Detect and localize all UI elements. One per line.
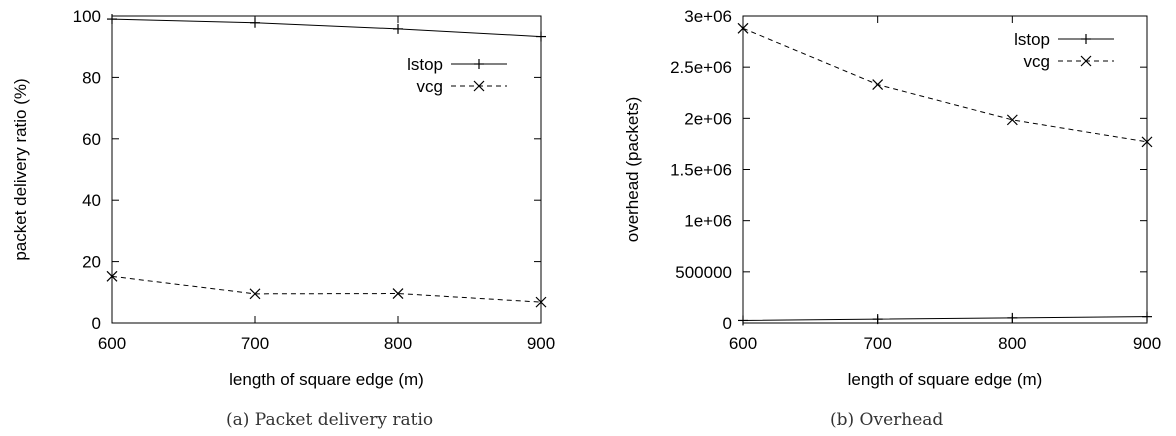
x-tick-label: 800 [384, 334, 412, 353]
y-tick-label: 0 [723, 314, 732, 333]
y-tick-label: 1.5e+06 [670, 161, 732, 180]
legend-entry-vcg: vcg [1024, 52, 1114, 71]
series-vcg [737, 22, 1153, 148]
data-point-vcg [249, 288, 261, 300]
x-tick-label: 800 [998, 334, 1026, 353]
series-lstop [107, 14, 546, 42]
legend-entry-vcg: vcg [417, 77, 507, 96]
series-line-vcg [742, 27, 1148, 143]
y-tick-label: 20 [82, 253, 101, 272]
x-tick-label: 900 [1133, 334, 1161, 353]
data-point-lstop [738, 315, 748, 326]
data-point-lstop [872, 314, 883, 325]
data-point-vcg [392, 288, 404, 299]
x-tick-label: 600 [729, 334, 757, 353]
y-axis-label: packet delivery ratio (%) [11, 78, 30, 260]
series-lstop [738, 311, 1152, 326]
data-point-vcg [1141, 136, 1153, 148]
x-axis-label: length of square edge (m) [848, 370, 1043, 389]
y-tick-label: 100 [73, 7, 101, 26]
legend-label: vcg [1024, 52, 1050, 71]
x-axis-label: length of square edge (m) [229, 370, 424, 389]
x-tick-label: 600 [98, 334, 126, 353]
data-point-lstop [1142, 311, 1152, 322]
y-tick-label: 2.5e+06 [670, 58, 732, 77]
y-tick-label: 0 [92, 314, 101, 333]
y-tick-label: 1e+06 [684, 212, 732, 231]
y-tick-label: 60 [82, 130, 101, 149]
data-point-lstop [1007, 312, 1018, 323]
y-tick-label: 80 [82, 68, 101, 87]
chart-caption: (a) Packet delivery ratio [226, 410, 433, 430]
series-vcg [106, 270, 547, 308]
legend-entry-lstop: lstop [1014, 30, 1114, 49]
data-point-vcg [1006, 114, 1018, 126]
x-tick-label: 700 [863, 334, 891, 353]
x-tick-label: 900 [527, 334, 555, 353]
y-tick-label: 2e+06 [684, 109, 732, 128]
data-point-vcg [872, 79, 884, 90]
data-point-vcg [106, 270, 118, 282]
y-tick-label: 40 [82, 191, 101, 210]
series-line-lstop [742, 316, 1148, 321]
data-point-vcg [535, 296, 547, 308]
x-tick-label: 700 [241, 334, 269, 353]
data-point-lstop [536, 31, 546, 42]
series-line-vcg [111, 275, 542, 303]
legend-label: lstop [407, 55, 443, 74]
plot-frame [111, 15, 542, 324]
y-tick-label: 500000 [675, 263, 732, 282]
series-line-lstop [111, 18, 542, 38]
legend-entry-lstop: lstop [407, 55, 507, 74]
data-point-vcg [737, 22, 749, 34]
chart-caption: (b) Overhead [830, 410, 943, 430]
chart-overhead: 600 700 800 900 0 500000 1e+06 1.5e+06 2e+06 2.5e… [623, 7, 1161, 430]
y-axis-label: overhead (packets) [623, 97, 642, 243]
y-tick-label: 3e+06 [684, 7, 732, 26]
data-point-lstop [250, 17, 260, 28]
chart-delivery-ratio: 600 700 800 900 0 20 40 60 80 100 length of square… [11, 7, 555, 430]
legend-label: lstop [1014, 30, 1050, 49]
data-point-lstop [393, 23, 403, 34]
legend-label: vcg [417, 77, 443, 96]
data-point-lstop [107, 14, 117, 25]
